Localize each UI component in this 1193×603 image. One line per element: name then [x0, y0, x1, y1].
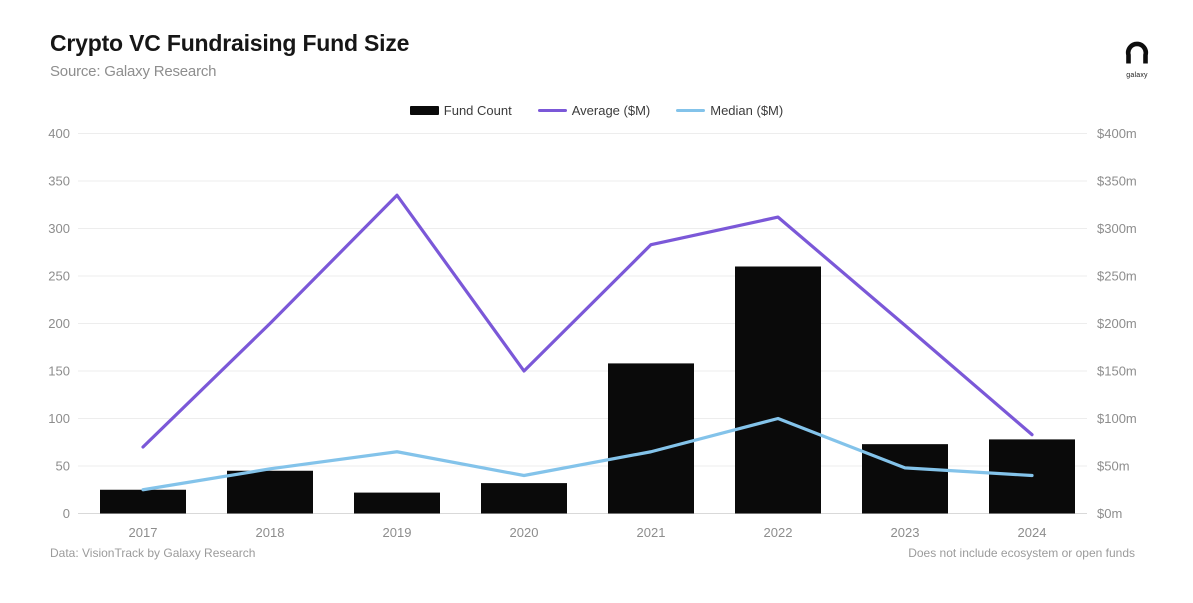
- fund-count-bar: [481, 483, 567, 514]
- right-axis-tick: $250m: [1097, 269, 1137, 284]
- chart-legend: Fund Count Average ($M) Median ($M): [0, 103, 1193, 118]
- fund-count-bar: [354, 492, 440, 514]
- left-axis-tick: 400: [48, 126, 70, 141]
- right-axis-tick: $100m: [1097, 411, 1137, 426]
- x-axis-label: 2020: [510, 525, 539, 540]
- right-axis-tick: $0m: [1097, 506, 1122, 521]
- x-axis-label: 2024: [1018, 525, 1047, 540]
- left-axis-tick: 0: [63, 506, 70, 521]
- right-axis-tick: $200m: [1097, 316, 1137, 331]
- chart-header: Crypto VC Fundraising Fund Size Source: …: [50, 30, 409, 80]
- x-axis-label: 2021: [637, 525, 666, 540]
- left-axis-tick: 100: [48, 411, 70, 426]
- legend-item-fund-count: Fund Count: [409, 103, 512, 118]
- legend-label: Median ($M): [710, 103, 784, 118]
- x-axis-label: 2018: [256, 525, 285, 540]
- left-axis-tick: 350: [48, 174, 70, 189]
- right-axis-tick: $50m: [1097, 459, 1130, 474]
- average-line: [141, 193, 1034, 449]
- fund-count-swatch-icon: [409, 106, 439, 115]
- left-axis-tick: 200: [48, 316, 70, 331]
- galaxy-logo: galaxy: [1117, 40, 1157, 79]
- disclaimer-note: Does not include ecosystem or open funds: [908, 546, 1135, 560]
- legend-label: Fund Count: [443, 103, 512, 118]
- right-axis-tick: $150m: [1097, 364, 1137, 379]
- fund-count-bar: [735, 266, 821, 514]
- page-title: Crypto VC Fundraising Fund Size: [50, 30, 410, 56]
- right-axis-tick: $400m: [1097, 126, 1137, 141]
- legend-item-average: Average ($M): [537, 103, 651, 118]
- left-axis-tick: 250: [48, 269, 70, 284]
- legend-label: Average ($M): [571, 103, 651, 118]
- left-axis-tick: 150: [48, 364, 70, 379]
- median-line-swatch-icon: [676, 109, 706, 112]
- fund-count-bar: [608, 363, 694, 514]
- x-axis-label: 2022: [764, 525, 793, 540]
- x-axis-label: 2023: [891, 525, 920, 540]
- fund-count-bar: [227, 470, 313, 514]
- x-axis-label: 2017: [129, 525, 158, 540]
- average-line-swatch-icon: [537, 109, 567, 112]
- data-source-note: Data: VisionTrack by Galaxy Research: [50, 546, 256, 560]
- median-line: [141, 416, 1034, 492]
- left-axis-tick: 300: [48, 221, 70, 236]
- x-axis-label: 2019: [383, 525, 412, 540]
- right-axis-tick: $350m: [1097, 174, 1137, 189]
- left-axis-tick: 50: [56, 459, 70, 474]
- right-axis-tick: $300m: [1097, 221, 1137, 236]
- galaxy-helmet-icon: [1124, 40, 1150, 71]
- galaxy-logo-text: galaxy: [1126, 72, 1148, 79]
- legend-item-median: Median ($M): [676, 103, 783, 118]
- fund-count-bar: [100, 489, 186, 514]
- chart-subtitle: Source: Galaxy Research: [50, 63, 217, 80]
